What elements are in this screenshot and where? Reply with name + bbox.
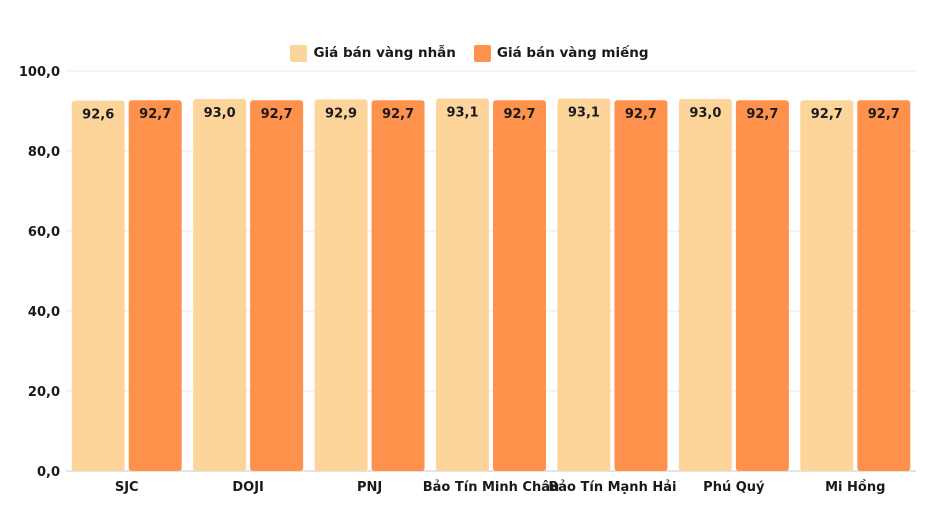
bar-nhan <box>71 100 125 471</box>
data-label: 92,7 <box>746 107 778 122</box>
data-label: 92,7 <box>625 107 657 122</box>
data-label: 92,7 <box>139 107 171 122</box>
bar-mieng <box>128 100 182 471</box>
data-label: 93,0 <box>204 106 236 121</box>
legend-item-series-1[interactable]: Giá bán vàng nhẫn <box>290 44 456 62</box>
y-tick-label: 80,0 <box>28 145 60 160</box>
x-tick-label: SJC <box>115 480 139 495</box>
bar-mieng <box>857 100 911 471</box>
legend-label-series-2: Giá bán vàng miếng <box>496 45 649 61</box>
x-tick-label: Bảo Tín Minh Châu <box>423 480 560 495</box>
bar-mieng <box>250 100 304 471</box>
y-tick-label: 0,0 <box>37 465 60 480</box>
bar-nhan <box>436 98 489 471</box>
data-label: 92,7 <box>261 107 293 122</box>
bar-mieng <box>371 100 425 471</box>
data-label: 92,9 <box>325 106 357 121</box>
y-tick-label: 100,0 <box>19 65 60 80</box>
legend: Giá bán vàng nhẫn Giá bán vàng miếng <box>0 43 939 63</box>
bar-mieng <box>493 100 546 471</box>
data-label: 92,7 <box>382 107 414 122</box>
bar-mieng <box>614 100 668 471</box>
x-tick-label: Phú Quý <box>703 480 765 495</box>
legend-label-series-1: Giá bán vàng nhẫn <box>313 45 456 61</box>
x-tick-label: PNJ <box>357 480 382 495</box>
bar-mieng <box>735 100 789 471</box>
legend-item-series-2[interactable]: Giá bán vàng miếng <box>473 44 649 62</box>
legend-swatch-series-1 <box>290 44 308 62</box>
bar-nhan <box>678 99 732 471</box>
data-label: 93,1 <box>446 106 478 121</box>
x-tick-label: DOJI <box>232 480 264 495</box>
legend-swatch-series-2 <box>473 44 491 62</box>
data-label: 92,7 <box>811 107 843 122</box>
data-label: 92,7 <box>868 107 900 122</box>
data-label: 93,1 <box>568 106 600 121</box>
bar-nhan <box>193 99 247 471</box>
x-tick-label: Mi Hồng <box>825 480 885 495</box>
data-label: 93,0 <box>689 106 721 121</box>
y-tick-label: 40,0 <box>28 305 60 320</box>
bar-nhan <box>314 99 368 472</box>
data-label: 92,6 <box>82 108 114 123</box>
bar-nhan <box>557 98 611 471</box>
y-tick-label: 20,0 <box>28 385 60 400</box>
bar-nhan <box>800 100 854 471</box>
y-tick-label: 60,0 <box>28 225 60 240</box>
x-tick-label: Bảo Tín Mạnh Hải <box>548 480 676 495</box>
data-label: 92,7 <box>503 107 535 122</box>
